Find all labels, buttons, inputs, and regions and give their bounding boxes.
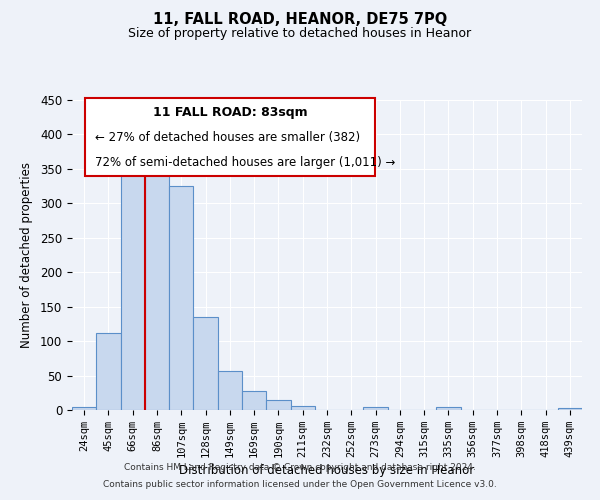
- Y-axis label: Number of detached properties: Number of detached properties: [20, 162, 33, 348]
- Bar: [242, 392, 266, 410]
- Bar: [266, 400, 290, 410]
- Text: 72% of semi-detached houses are larger (1,011) →: 72% of semi-detached houses are larger (…: [95, 156, 395, 169]
- Bar: [169, 186, 193, 410]
- Bar: [121, 169, 145, 410]
- Text: 11 FALL ROAD: 83sqm: 11 FALL ROAD: 83sqm: [153, 106, 307, 119]
- Bar: [72, 406, 96, 410]
- Bar: [96, 333, 121, 410]
- Text: ← 27% of detached houses are smaller (382): ← 27% of detached houses are smaller (38…: [95, 131, 360, 144]
- Text: Contains public sector information licensed under the Open Government Licence v3: Contains public sector information licen…: [103, 480, 497, 489]
- Text: Size of property relative to detached houses in Heanor: Size of property relative to detached ho…: [128, 28, 472, 40]
- Text: Contains HM Land Registry data © Crown copyright and database right 2024.: Contains HM Land Registry data © Crown c…: [124, 464, 476, 472]
- X-axis label: Distribution of detached houses by size in Heanor: Distribution of detached houses by size …: [179, 464, 475, 477]
- FancyBboxPatch shape: [85, 98, 376, 176]
- Bar: [436, 406, 461, 410]
- Bar: [145, 152, 169, 410]
- Bar: [193, 317, 218, 410]
- Bar: [558, 408, 582, 410]
- Bar: [364, 406, 388, 410]
- Text: 11, FALL ROAD, HEANOR, DE75 7PQ: 11, FALL ROAD, HEANOR, DE75 7PQ: [153, 12, 447, 28]
- Bar: [218, 370, 242, 410]
- Bar: [290, 406, 315, 410]
